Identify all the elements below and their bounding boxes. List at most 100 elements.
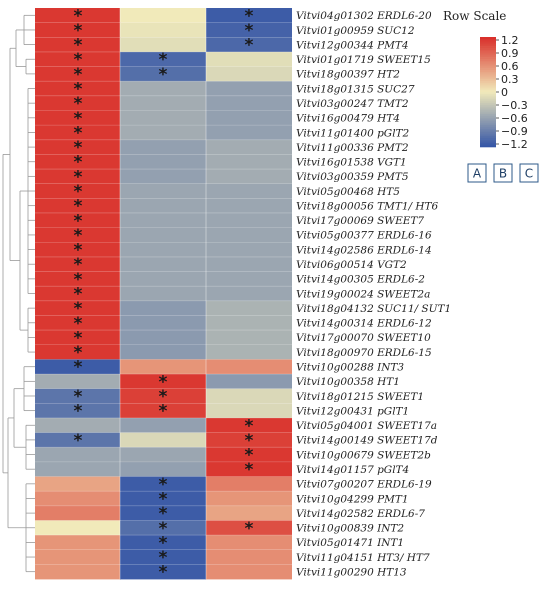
gene-label: Vitvi11g00336 PMT2 xyxy=(296,142,409,154)
heatmap-cell xyxy=(206,256,292,272)
column-key-label: C xyxy=(525,167,533,181)
heatmap-cell xyxy=(206,66,292,82)
gene-label: Vitvi18g00056 TMT1/ HT6 xyxy=(296,200,439,212)
legend-tick-label: −0.3 xyxy=(501,99,528,112)
heatmap-cell xyxy=(120,432,206,448)
heatmap-cell xyxy=(35,476,121,492)
column-key-box xyxy=(467,163,487,183)
heatmap-cell xyxy=(206,535,292,551)
gene-label: Vitvi05g04001 SWEET17a xyxy=(296,420,437,432)
gene-label: Vitvi10g00358 HT1 xyxy=(296,376,400,388)
legend-gradient-step xyxy=(480,42,496,45)
heatmap-cell xyxy=(206,388,292,404)
significance-star: * xyxy=(74,314,83,334)
gene-label: Vitvi14g00314 ERDL6-12 xyxy=(296,318,432,330)
gene-label: Vitvi18g04132 SUC11/ SUT1 xyxy=(296,303,451,315)
significance-star: * xyxy=(74,431,83,451)
gene-label: Vitvi18g00970 ERDL6-15 xyxy=(296,347,432,359)
legend-gradient-step xyxy=(480,93,496,96)
significance-star: * xyxy=(74,123,83,143)
significance-star: * xyxy=(74,80,83,100)
gene-label: Vitvi18g01215 SWEET1 xyxy=(296,391,424,403)
legend-tick-label: 0.6 xyxy=(501,60,519,73)
significance-star: * xyxy=(159,372,168,392)
legend-gradient-step xyxy=(480,121,496,124)
legend-gradient-step xyxy=(480,126,496,129)
heatmap-cell xyxy=(35,22,121,38)
heatmap-cells xyxy=(35,8,292,580)
legend-gradient-step xyxy=(480,139,496,142)
heatmap-cell xyxy=(206,139,292,155)
heatmap-cell xyxy=(35,549,121,565)
legend-gradient-step xyxy=(480,38,496,41)
heatmap-cell xyxy=(206,549,292,565)
heatmap-cell xyxy=(206,51,292,67)
significance-star: * xyxy=(74,153,83,173)
heatmap-cell xyxy=(120,505,206,521)
significance-star: * xyxy=(159,475,168,495)
heatmap-cell xyxy=(35,403,121,419)
legend-gradient-step xyxy=(480,88,496,91)
significance-star: * xyxy=(159,402,168,422)
legend-gradient-step xyxy=(480,137,496,140)
heatmap-cell xyxy=(35,505,121,521)
heatmap-cell xyxy=(35,95,121,111)
heatmap-cell xyxy=(120,330,206,346)
heatmap-cell xyxy=(206,271,292,287)
heatmap-cell xyxy=(120,66,206,82)
significance-star: * xyxy=(159,519,168,539)
gene-label: Vitvi03g00359 PMT5 xyxy=(296,171,409,183)
heatmap-cell xyxy=(35,461,121,477)
heatmap-cell xyxy=(35,491,121,507)
heatmap-cell xyxy=(120,417,206,433)
legend-gradient-step xyxy=(480,104,496,107)
heatmap-cell xyxy=(120,564,206,580)
legend-gradient-step xyxy=(480,123,496,126)
heatmap-cell xyxy=(206,183,292,199)
column-key-boxes: A B C xyxy=(467,163,539,183)
heatmap-cell xyxy=(206,22,292,38)
heatmap-cell xyxy=(35,183,121,199)
legend-gradient-step xyxy=(480,55,496,58)
significance-star: * xyxy=(245,431,254,451)
heatmap-cell xyxy=(120,286,206,302)
legend-gradient-step xyxy=(480,73,496,76)
significance-star: * xyxy=(74,299,83,319)
heatmap-cell xyxy=(35,169,121,185)
significance-star: * xyxy=(245,446,254,466)
significance-star: * xyxy=(74,65,83,85)
gene-label: Vitvi18g00397 HT2 xyxy=(296,69,400,81)
legend-gradient-step xyxy=(480,62,496,65)
heatmap-cell xyxy=(120,388,206,404)
gene-labels: Vitvi04g01302 ERDL6-20 Vitvi01g00959 SUC1… xyxy=(296,10,451,578)
heatmap-cell xyxy=(120,22,206,38)
legend-gradient-step xyxy=(480,92,496,95)
legend-title: Row Scale xyxy=(443,9,506,23)
heatmap-cell xyxy=(120,110,206,126)
heatmap-cell xyxy=(35,256,121,272)
significance-star: * xyxy=(74,94,83,114)
heatmap-cell xyxy=(120,227,206,243)
significance-star: * xyxy=(74,358,83,378)
significance-star: * xyxy=(74,387,83,407)
legend-gradient-step xyxy=(480,97,496,100)
heatmap-cell xyxy=(206,300,292,316)
heatmap-cell xyxy=(206,330,292,346)
legend-gradient-step xyxy=(480,59,496,62)
legend-gradient-step xyxy=(480,108,496,111)
heatmap-cell xyxy=(120,256,206,272)
heatmap-cell xyxy=(120,403,206,419)
heatmap-cell xyxy=(120,344,206,360)
legend-gradient-step xyxy=(480,110,496,113)
significance-star: * xyxy=(74,138,83,158)
gene-label: Vitvi14g01157 pGlT4 xyxy=(296,464,409,476)
heatmap-cell xyxy=(35,432,121,448)
legend-gradient-step xyxy=(480,64,496,67)
gene-label: Vitvi11g04151 HT3/ HT7 xyxy=(296,552,430,564)
heatmap-cell xyxy=(206,81,292,97)
legend-tick-label: −1.2 xyxy=(501,138,528,151)
legend-gradient-step xyxy=(480,134,496,137)
heatmap-cell xyxy=(120,8,206,24)
significance-star: * xyxy=(74,6,83,26)
